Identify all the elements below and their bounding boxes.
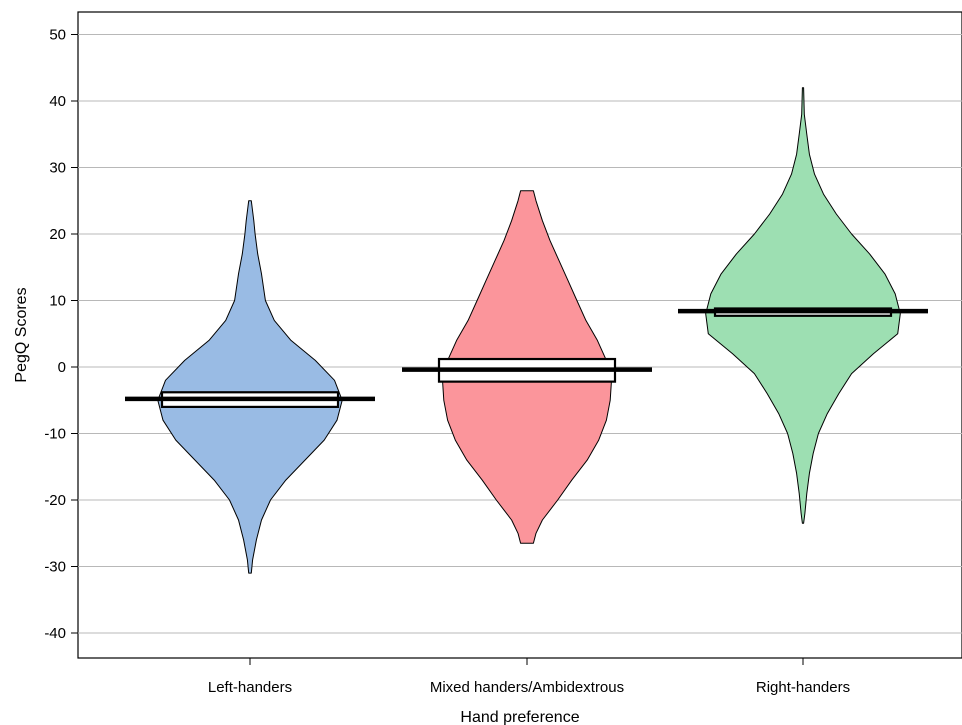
x-tick-label: Mixed handers/Ambidextrous xyxy=(430,679,624,696)
y-tick-label: -20 xyxy=(44,492,66,509)
y-tick-label: 0 xyxy=(58,359,66,376)
x-axis-title: Hand preference xyxy=(460,709,579,725)
y-axis-title: PegQ Scores xyxy=(13,287,30,382)
y-tick-label: 10 xyxy=(49,293,66,310)
y-tick-label: -10 xyxy=(44,426,66,443)
violin-layer xyxy=(125,87,928,574)
y-tick-label: 20 xyxy=(49,226,66,243)
x-tick-label: Right-handers xyxy=(756,679,850,696)
violin-shape xyxy=(705,87,901,524)
y-tick-label: -40 xyxy=(44,625,66,642)
x-axis: Left-handers Mixed handers/Ambidextrous Ri… xyxy=(208,658,850,696)
y-tick-label: 40 xyxy=(49,93,66,110)
violin-shape xyxy=(157,200,343,574)
y-tick-label: 30 xyxy=(49,160,66,177)
y-tick-label: 50 xyxy=(49,27,66,44)
y-axis: 50 40 30 20 10 0 -10 -20 -30 -40 xyxy=(44,27,78,642)
y-tick-label: -30 xyxy=(44,559,66,576)
x-tick-label: Left-handers xyxy=(208,679,292,696)
